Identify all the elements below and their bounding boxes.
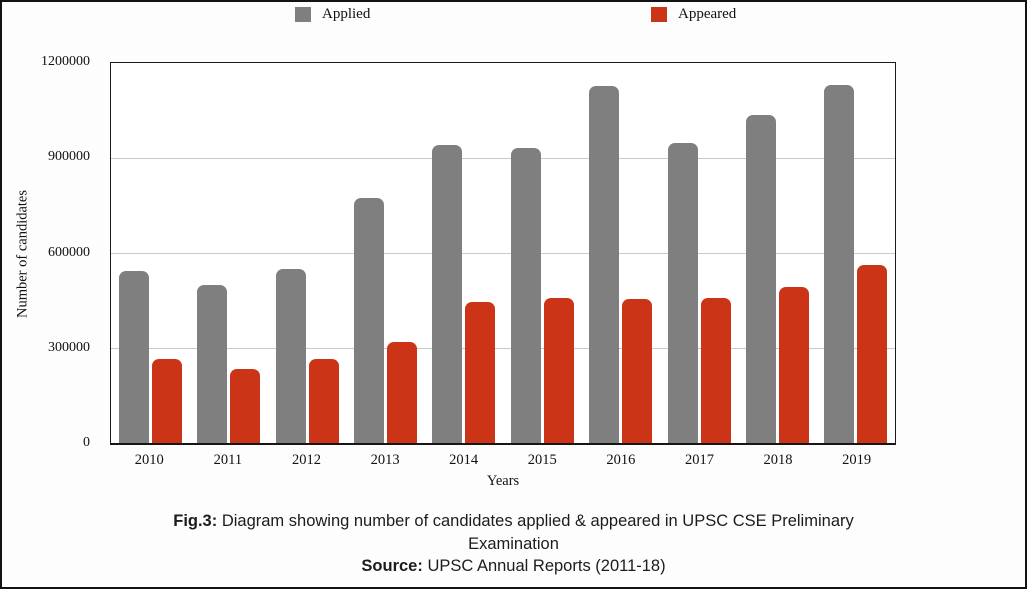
bar-series [111, 63, 895, 443]
figure-number: Fig.3: [173, 512, 218, 530]
bar-appeared-2011 [230, 369, 261, 443]
bar-applied-2015 [510, 148, 541, 443]
bar-applied-2019 [824, 85, 855, 443]
x-tick-label-2011: 2011 [213, 452, 243, 468]
bar-appeared-2015 [543, 298, 574, 443]
bar-applied-2012 [275, 269, 306, 443]
legend-applied-label: Applied [322, 6, 371, 22]
y-tick-label-0: 0 [83, 435, 90, 450]
bar-group-2017 [660, 63, 738, 443]
caption-text: Diagram showing number of candidates app… [221, 512, 854, 530]
gridline-900000 [111, 158, 895, 159]
gridline-600000 [111, 253, 895, 254]
bar-group-2019 [817, 63, 895, 443]
caption-line-1: Fig.3: Diagram showing number of candida… [2, 510, 1025, 533]
bar-group-2013 [346, 63, 424, 443]
bar-applied-2017 [667, 143, 698, 443]
bar-appeared-2010 [151, 359, 182, 443]
x-tick-label-2017: 2017 [684, 452, 714, 468]
x-tick-label-2013: 2013 [370, 452, 400, 468]
source-text: UPSC Annual Reports (2011-18) [427, 557, 666, 575]
x-tick-label-2018: 2018 [763, 452, 793, 468]
source-label: Source: [361, 557, 423, 575]
y-tick-label-1200000: 1200000 [41, 54, 90, 69]
bar-appeared-2012 [308, 359, 339, 443]
x-tick-label-2010: 2010 [134, 452, 164, 468]
legend-item-appeared: Appeared [651, 4, 736, 24]
bar-applied-2013 [353, 198, 384, 443]
bar-applied-2018 [745, 115, 776, 443]
caption-line-2: Examination [468, 534, 559, 553]
bar-group-2016 [581, 63, 659, 443]
bar-group-2014 [425, 63, 503, 443]
x-tick-label-2012: 2012 [291, 452, 321, 468]
bar-applied-2016 [589, 86, 620, 443]
legend-appeared-label: Appeared [678, 6, 737, 22]
bar-appeared-2017 [700, 298, 731, 443]
figure-caption: Fig.3: Diagram showing number of candida… [2, 510, 1025, 578]
plot-area [110, 62, 896, 445]
bar-appeared-2019 [857, 265, 888, 443]
bar-group-2018 [738, 63, 816, 443]
bar-group-2011 [189, 63, 267, 443]
bar-appeared-2013 [386, 342, 417, 443]
appeared-color-swatch-icon [651, 6, 667, 22]
bar-applied-2011 [197, 285, 228, 443]
applied-color-swatch-icon [295, 6, 311, 22]
bar-applied-2010 [118, 271, 149, 443]
x-tick-label-2015: 2015 [527, 452, 557, 468]
x-tick-label-2014: 2014 [449, 452, 479, 468]
legend-item-applied: Applied [295, 4, 370, 24]
x-tick-label-2016: 2016 [606, 452, 636, 468]
gridline-300000 [111, 348, 895, 349]
bar-appeared-2014 [465, 302, 496, 443]
x-axis-title: Years [486, 473, 520, 489]
bar-appeared-2018 [778, 287, 809, 443]
y-tick-label-300000: 300000 [48, 339, 90, 355]
y-tick-label-900000: 900000 [48, 149, 90, 165]
caption-source-line: Source: UPSC Annual Reports (2011-18) [2, 555, 1025, 578]
bar-applied-2014 [432, 145, 463, 443]
x-tick-label-2019: 2019 [842, 452, 872, 468]
x-axis-ticks: 2010 2011 2012 2013 2014 2015 2016 2017 2018 2019 [110, 452, 896, 469]
bar-group-2010 [111, 63, 189, 443]
bar-group-2015 [503, 63, 581, 443]
bar-group-2012 [268, 63, 346, 443]
bar-appeared-2016 [622, 299, 653, 443]
y-tick-label-600000: 600000 [48, 244, 90, 260]
